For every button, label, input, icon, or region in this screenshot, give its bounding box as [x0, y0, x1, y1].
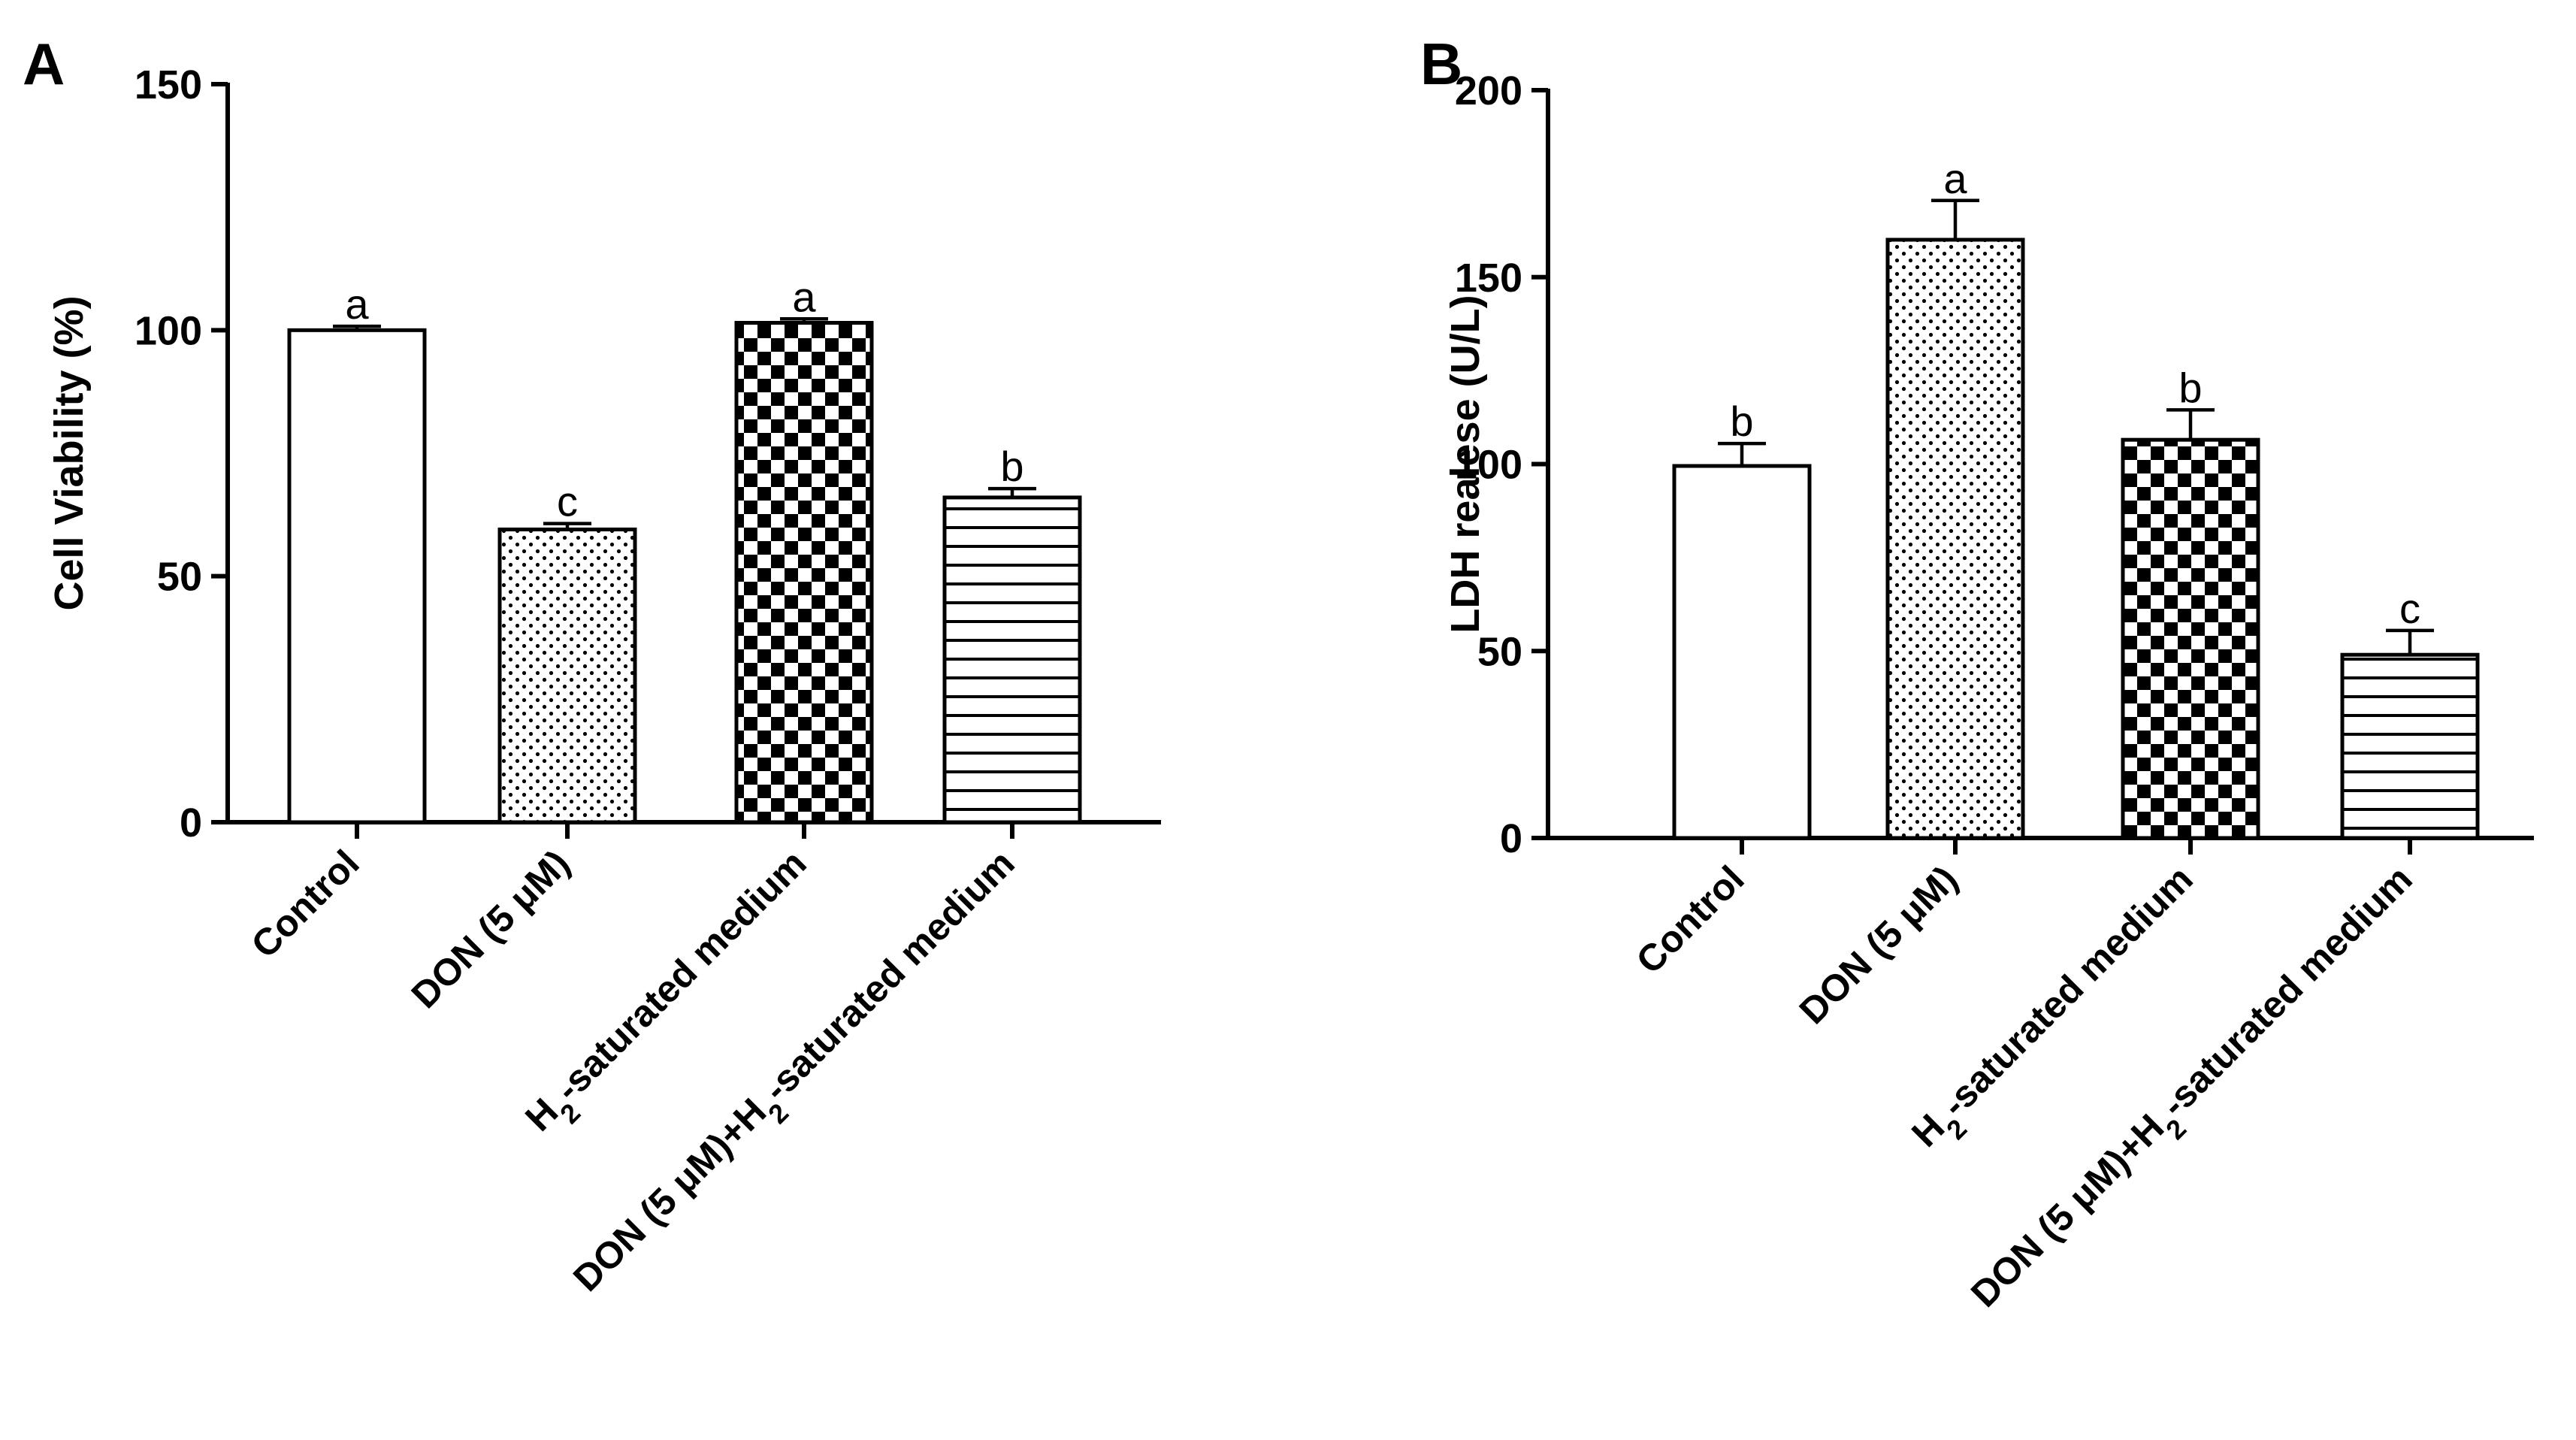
significance-label: b: [1730, 398, 1753, 445]
y-axis-label: LDH realese (U/L): [1443, 295, 1488, 633]
bar: [2121, 437, 2260, 840]
y-tick-label: 150: [135, 62, 202, 107]
y-tick-label: 0: [1500, 816, 1522, 861]
bar: [942, 495, 1082, 824]
y-axis-label: Cell Viability (%): [47, 295, 92, 610]
bar: [497, 527, 637, 824]
y-tick-label: 150: [1455, 256, 1522, 301]
significance-label: a: [792, 273, 816, 320]
significance-label: b: [1000, 443, 1023, 490]
significance-label: a: [1943, 155, 1967, 202]
panel-letter: B: [1420, 31, 1462, 97]
y-tick-label: 50: [157, 555, 202, 600]
y-tick-label: 50: [1477, 629, 1522, 674]
significance-label: c: [557, 478, 578, 525]
bar: [734, 321, 874, 824]
panel-a: A Cell Viability (%) 0 50 100 150 a Control c DON…: [23, 31, 1161, 1308]
significance-label: a: [345, 280, 369, 328]
x-tick-label: DON (5 μM): [1791, 858, 1966, 1032]
bar: [1885, 237, 2025, 840]
x-tick-label: DON (5 μM): [404, 842, 578, 1016]
bar: [287, 328, 427, 824]
panel-letter: A: [23, 31, 65, 97]
bar: [1672, 464, 1812, 840]
significance-label: b: [2178, 364, 2202, 411]
x-tick-label: DON (5 μM)+H2-saturated medium: [565, 842, 1032, 1308]
y-tick-label: 200: [1455, 68, 1522, 113]
bar: [2340, 652, 2480, 840]
x-tick-label: Control: [1628, 858, 1752, 982]
y-tick-label: 100: [135, 308, 202, 353]
panel-b: B LDH realese (U/L) 0 50 100 150 200 b Control a D…: [1420, 31, 2534, 1324]
x-tick-label: Control: [243, 842, 367, 966]
x-tick-label: DON (5 μM)+H2-saturated medium: [1963, 858, 2429, 1324]
y-tick-label: 0: [180, 800, 202, 846]
y-tick-label: 100: [1455, 443, 1522, 488]
significance-label: c: [2399, 585, 2420, 632]
